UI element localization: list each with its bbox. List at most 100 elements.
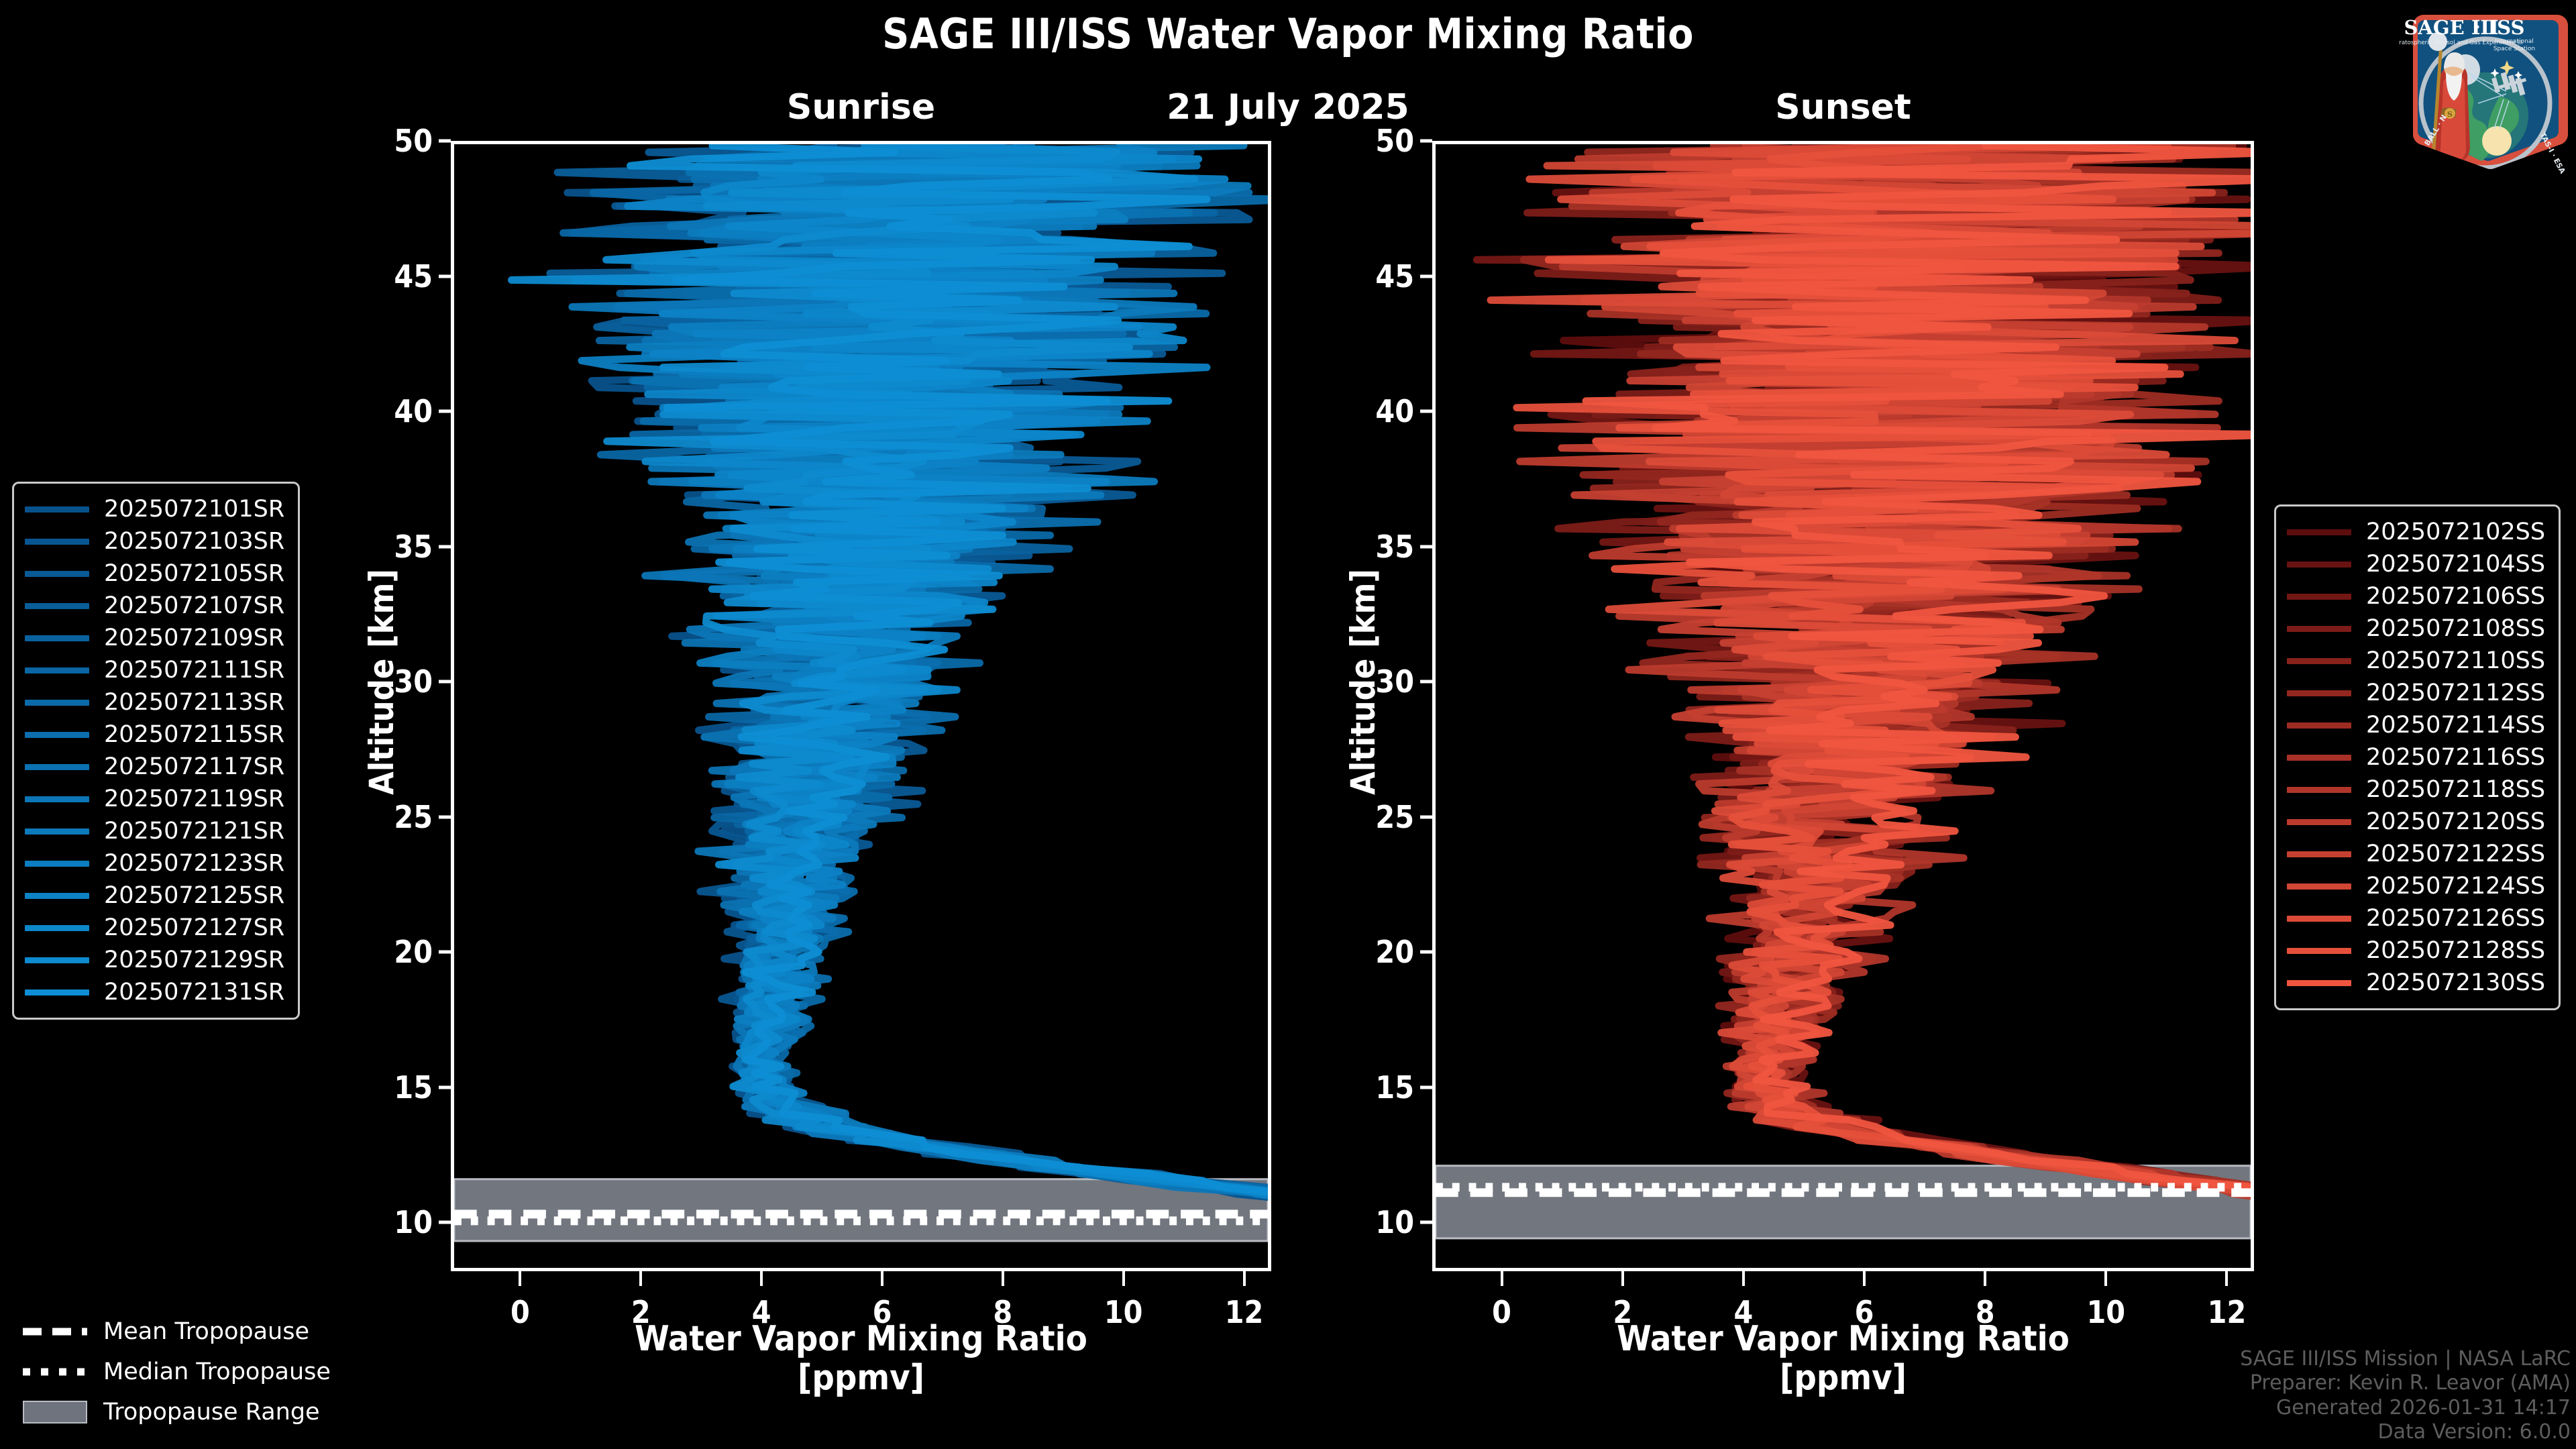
sage-iii-iss-mission-patch-logo: S SAGE III · ISS Stratospheric Aerosol a…: [2394, 3, 2572, 178]
sunrise-x-tick-mark: [639, 1271, 643, 1286]
sunrise-x-axis-label-line2: [ppmv]: [798, 1358, 924, 1399]
sunset-x-axis-label: Water Vapor Mixing Ratio [ppmv]: [1432, 1320, 2254, 1398]
legend-item: 2025072103SR: [25, 525, 284, 557]
sunrise-x-tick-mark: [1122, 1271, 1125, 1286]
legend-label: 2025072106SS: [2366, 583, 2546, 610]
legend-item: 2025072123SR: [25, 847, 284, 879]
credits-line-2: Preparer: Kevin R. Leavor (AMA): [2249, 1371, 2571, 1395]
legend-label: 2025072112SS: [2366, 680, 2546, 706]
sunset-x-tick-mark: [2104, 1271, 2108, 1286]
legend-label: 2025072101SR: [104, 496, 285, 523]
page-title: SAGE III/ISS Water Vapor Mixing Ratio: [882, 9, 1694, 58]
legend-item: 2025072113SR: [25, 686, 284, 718]
legend-label: 2025072129SR: [104, 947, 285, 973]
legend-label: 2025072116SS: [2366, 744, 2546, 771]
legend-item: 2025072130SS: [2287, 967, 2545, 999]
legend-label: 2025072102SS: [2366, 519, 2546, 545]
legend-item: 2025072129SR: [25, 944, 284, 976]
tropopause-range-swatch-icon: [23, 1401, 87, 1424]
legend-item: 2025072110SS: [2287, 645, 2545, 677]
legend-item: 2025072108SS: [2287, 612, 2545, 645]
legend-label: 2025072128SS: [2366, 937, 2546, 964]
logo-subtitle-right-2: Space Station: [2493, 46, 2535, 52]
legend-label: 2025072113SR: [104, 689, 285, 716]
legend-item: 2025072120SS: [2287, 806, 2545, 838]
sunrise-x-tick-mark: [760, 1271, 763, 1286]
profile-line: [626, 144, 1268, 1196]
sunset-x-tick-mark: [1984, 1271, 1987, 1286]
legend-item: 2025072102SS: [2287, 516, 2545, 548]
sunset-y-tick-mark: [1420, 680, 1432, 684]
legend-color-swatch-icon: [2287, 818, 2351, 825]
legend-color-swatch-icon: [25, 763, 89, 770]
legend-color-swatch-icon: [25, 506, 89, 513]
legend-color-swatch-icon: [2287, 786, 2351, 793]
sunrise-y-tick-mark: [439, 815, 451, 819]
legend-color-swatch-icon: [2287, 722, 2351, 729]
legend-label: 2025072114SS: [2366, 712, 2546, 739]
legend-label-mean-tropopause: Mean Tropopause: [103, 1318, 310, 1345]
logo-title-right: ISS: [2488, 16, 2525, 39]
legend-color-swatch-icon: [2287, 529, 2351, 535]
legend-color-swatch-icon: [25, 699, 89, 706]
legend-label: 2025072130SS: [2366, 969, 2546, 996]
legend-label-tropopause-range: Tropopause Range: [103, 1399, 320, 1426]
legend-color-swatch-icon: [25, 635, 89, 641]
legend-color-swatch-icon: [25, 796, 89, 802]
sunrise-y-tick-label: 50: [394, 123, 433, 159]
legend-label: 2025072115SR: [104, 721, 285, 748]
legend-label: 2025072121SR: [104, 818, 285, 845]
sunrise-y-axis-label: Altitude [km]: [362, 569, 401, 795]
legend-item-median-tropopause: Median Tropopause: [13, 1352, 331, 1392]
credits-line-1: SAGE III/ISS Mission | NASA LaRC: [2240, 1346, 2571, 1371]
legend-label: 2025072111SR: [104, 657, 285, 684]
sunrise-y-tick-label: 15: [394, 1069, 433, 1106]
legend-label: 2025072118SS: [2366, 776, 2546, 803]
median-tropopause-swatch-icon: [23, 1364, 87, 1379]
sunrise-legend: 2025072101SR 2025072103SR 2025072105SR 2025…: [12, 482, 301, 1020]
sunset-y-tick-label: 35: [1375, 528, 1414, 565]
sunrise-y-tick-mark: [439, 409, 451, 413]
legend-label: 2025072107SR: [104, 592, 285, 619]
logo-subtitle-right-1: International: [2495, 38, 2533, 45]
legend-color-swatch-icon: [25, 570, 89, 577]
sunrise-x-tick-mark: [1001, 1271, 1004, 1286]
legend-label: 2025072108SS: [2366, 615, 2546, 642]
legend-item: 2025072125SR: [25, 879, 284, 912]
legend-item-mean-tropopause: Mean Tropopause: [13, 1311, 331, 1352]
profile-line: [1582, 144, 2251, 1191]
sunset-y-tick-mark: [1420, 1220, 1432, 1224]
legend-item: 2025072101SR: [25, 493, 284, 525]
legend-item: 2025072122SS: [2287, 838, 2545, 870]
legend-color-swatch-icon: [25, 731, 89, 738]
legend-label: 2025072103SR: [104, 528, 285, 555]
sunrise-y-tick-mark: [439, 1085, 451, 1089]
credits-line-4: Data Version: 6.0.0: [2377, 1420, 2571, 1444]
sunrise-x-tick-mark: [1242, 1271, 1246, 1286]
legend-color-swatch-icon: [25, 828, 89, 835]
sunrise-y-tick-label: 10: [394, 1204, 433, 1241]
legend-color-swatch-icon: [2287, 690, 2351, 696]
legend-color-swatch-icon: [2287, 625, 2351, 632]
legend-item: 2025072131SR: [25, 976, 284, 1008]
legend-label-median-tropopause: Median Tropopause: [103, 1358, 331, 1385]
sunrise-y-tick-label: 20: [394, 934, 433, 971]
legend-label: 2025072126SS: [2366, 905, 2546, 932]
sunrise-y-tick-label: 45: [394, 258, 433, 294]
sunrise-y-tick-mark: [439, 680, 451, 684]
sunset-x-tick-mark: [1621, 1271, 1624, 1286]
legend-item: 2025072119SR: [25, 783, 284, 815]
legend-item: 2025072116SS: [2287, 741, 2545, 773]
legend-item: 2025072115SR: [25, 718, 284, 751]
logo-title-left: SAGE III: [2404, 16, 2498, 39]
legend-label: 2025072125SR: [104, 882, 285, 909]
legend-color-swatch-icon: [2287, 593, 2351, 600]
sunset-x-tick-mark: [2225, 1271, 2229, 1286]
tropopause-legend: Mean Tropopause Median Tropopause Tropop…: [13, 1311, 331, 1432]
legend-label: 2025072131SR: [104, 979, 285, 1006]
legend-label: 2025072117SR: [104, 753, 285, 780]
legend-item: 2025072104SS: [2287, 548, 2545, 580]
legend-color-swatch-icon: [2287, 657, 2351, 664]
legend-label: 2025072110SS: [2366, 647, 2546, 674]
legend-color-swatch-icon: [25, 602, 89, 609]
